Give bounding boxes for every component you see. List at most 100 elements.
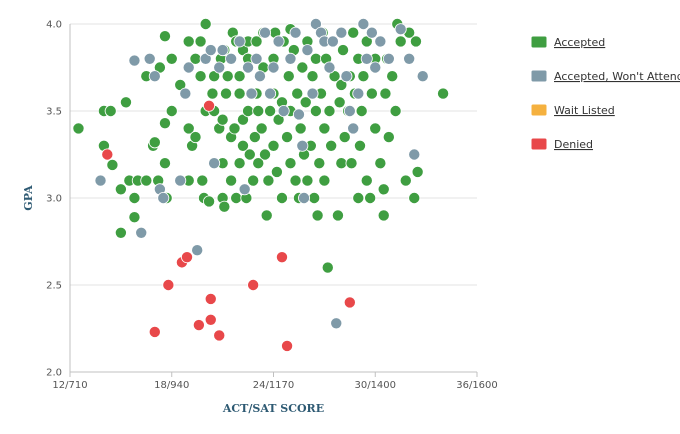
point-accepted: [281, 131, 294, 144]
point-accepted: [158, 30, 171, 43]
point-accepted: [270, 165, 283, 178]
point-accepted: [264, 105, 277, 118]
data-points: [72, 17, 450, 352]
point-accepted-won-t-attend: [182, 61, 195, 74]
legend-item-denied[interactable]: Denied: [554, 138, 593, 151]
point-accepted: [313, 157, 326, 170]
legend-swatch-accepted[interactable]: [530, 35, 548, 49]
point-accepted: [252, 157, 265, 170]
point-accepted: [338, 131, 351, 144]
point-accepted: [189, 131, 202, 144]
legend-swatch-wait-listed[interactable]: [530, 103, 548, 117]
point-accepted: [296, 61, 309, 74]
point-accepted-won-t-attend: [403, 52, 416, 65]
point-accepted: [242, 105, 255, 118]
point-accepted: [243, 148, 256, 161]
y-axis-title: GPA: [22, 185, 35, 211]
point-accepted-won-t-attend: [369, 61, 382, 74]
point-accepted: [158, 157, 171, 170]
point-accepted: [353, 139, 366, 152]
point-accepted: [216, 113, 229, 126]
point-accepted-won-t-attend: [253, 70, 266, 83]
point-accepted: [323, 105, 336, 118]
point-accepted: [233, 87, 246, 100]
point-accepted: [408, 191, 421, 204]
point-denied: [213, 329, 226, 342]
point-accepted-won-t-attend: [174, 174, 187, 187]
point-accepted-won-t-attend: [292, 108, 305, 121]
point-accepted: [230, 191, 243, 204]
point-accepted-won-t-attend: [284, 52, 297, 65]
point-accepted: [128, 211, 141, 224]
point-accepted: [345, 157, 358, 170]
point-accepted: [389, 105, 402, 118]
point-accepted: [228, 122, 241, 135]
point-accepted: [352, 191, 365, 204]
point-accepted: [194, 35, 207, 48]
point-denied: [101, 148, 114, 161]
point-accepted: [360, 174, 373, 187]
point-accepted-won-t-attend: [360, 52, 373, 65]
point-accepted: [325, 139, 338, 152]
point-accepted: [128, 191, 141, 204]
point-accepted: [331, 209, 344, 222]
point-accepted: [374, 157, 387, 170]
point-accepted: [394, 35, 407, 48]
point-accepted: [233, 157, 246, 170]
point-accepted: [301, 174, 314, 187]
point-accepted-won-t-attend: [233, 35, 246, 48]
legend-item-accepted-won-t-attend[interactable]: Accepted, Won't Attend: [554, 70, 680, 83]
point-accepted: [165, 52, 178, 65]
point-accepted-won-t-attend: [289, 26, 302, 39]
point-accepted: [308, 191, 321, 204]
point-accepted: [284, 157, 297, 170]
point-accepted: [267, 139, 280, 152]
point-accepted-won-t-attend: [340, 70, 353, 83]
point-accepted-won-t-attend: [343, 105, 356, 118]
legend-swatch-accepted-won-t-attend[interactable]: [530, 69, 548, 83]
point-accepted-won-t-attend: [245, 87, 258, 100]
point-accepted: [119, 96, 132, 109]
legend-item-wait-listed[interactable]: Wait Listed: [554, 104, 615, 117]
point-accepted-won-t-attend: [148, 70, 161, 83]
point-accepted-won-t-attend: [264, 87, 277, 100]
y-tick-label: 2.0: [46, 368, 62, 379]
point-accepted: [220, 87, 233, 100]
point-denied: [204, 292, 217, 305]
point-accepted-won-t-attend: [191, 244, 204, 257]
point-accepted: [282, 70, 295, 83]
point-accepted: [399, 174, 412, 187]
point-accepted: [114, 183, 127, 196]
point-accepted: [221, 70, 234, 83]
point-accepted: [318, 122, 331, 135]
point-accepted: [357, 70, 370, 83]
point-accepted: [294, 122, 307, 135]
point-accepted: [309, 52, 322, 65]
point-accepted-won-t-attend: [298, 191, 311, 204]
point-accepted: [225, 174, 238, 187]
point-accepted: [364, 191, 377, 204]
point-accepted-won-t-attend: [238, 183, 251, 196]
point-accepted-won-t-attend: [382, 52, 395, 65]
point-denied: [192, 319, 205, 332]
point-accepted: [382, 131, 395, 144]
point-accepted: [306, 70, 319, 83]
y-tick-labels: 2.0 2.5 3.0 3.5 4.0: [46, 20, 62, 379]
point-accepted-won-t-attend: [179, 87, 192, 100]
point-accepted-won-t-attend: [296, 139, 309, 152]
point-accepted-won-t-attend: [330, 317, 343, 330]
point-accepted: [335, 157, 348, 170]
x-tick-label: 24/1170: [253, 380, 295, 391]
legend-item-accepted[interactable]: Accepted: [554, 36, 605, 49]
legend-swatch-denied[interactable]: [530, 137, 548, 151]
y-tick-label: 4.0: [46, 20, 62, 31]
point-accepted-won-t-attend: [326, 35, 339, 48]
point-accepted: [233, 70, 246, 83]
x-tick-label: 36/1600: [456, 380, 498, 391]
point-denied: [281, 339, 294, 352]
point-accepted: [275, 191, 288, 204]
point-accepted: [333, 96, 346, 109]
point-accepted: [347, 26, 360, 39]
point-accepted: [411, 165, 424, 178]
